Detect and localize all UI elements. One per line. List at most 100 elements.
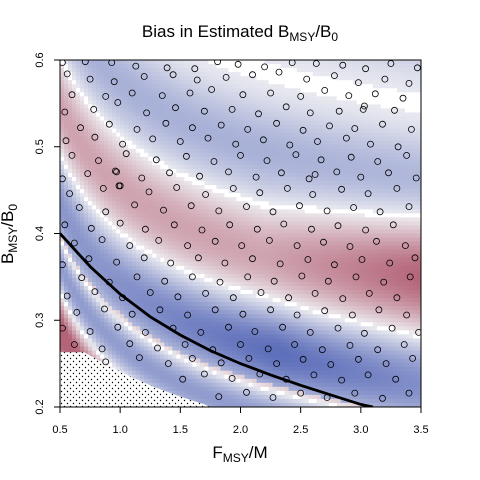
heatmap-cell: [272, 164, 278, 170]
heatmap-cell: [152, 253, 157, 259]
heatmap-cell: [112, 281, 117, 287]
heatmap-cell: [216, 326, 222, 331]
heatmap-cell: [212, 318, 218, 323]
heatmap-cell: [172, 370, 177, 376]
heatmap-cell: [164, 382, 169, 388]
heatmap-cell: [264, 253, 270, 259]
heatmap-cell: [216, 172, 222, 178]
heatmap-cell: [228, 241, 234, 247]
heatmap-cell: [108, 273, 113, 279]
heatmap-cell: [100, 358, 105, 364]
heatmap-cell: [140, 76, 145, 81]
heatmap-cell: [288, 398, 294, 404]
heatmap-cell: [76, 144, 81, 150]
heatmap-cell: [168, 382, 173, 388]
heatmap-cell: [284, 213, 290, 218]
heatmap-cell: [172, 285, 177, 291]
heatmap-cell: [124, 253, 129, 259]
heatmap-cell: [192, 273, 197, 279]
heatmap-cell: [172, 96, 177, 101]
heatmap-cell: [156, 382, 161, 388]
heatmap-cell: [260, 273, 266, 279]
heatmap-cell: [200, 253, 205, 259]
heatmap-cell: [184, 201, 189, 206]
heatmap-cell: [72, 100, 77, 105]
heatmap-cell: [132, 318, 137, 323]
heatmap-cell: [228, 217, 234, 222]
heatmap-cell: [216, 298, 222, 303]
heatmap-cell: [104, 233, 109, 239]
heatmap-cell: [72, 213, 77, 218]
heatmap-cell: [244, 172, 250, 178]
heatmap-cell: [120, 120, 125, 126]
heatmap-cell: [96, 72, 101, 77]
heatmap-cell: [180, 116, 185, 122]
heatmap-cell: [132, 346, 137, 352]
heatmap-cell: [140, 265, 145, 271]
heatmap-cell: [108, 298, 113, 303]
heatmap-cell: [156, 298, 161, 303]
heatmap-cell: [280, 358, 286, 364]
heatmap-cell: [212, 217, 218, 222]
heatmap-cell: [64, 60, 69, 65]
heatmap-cell: [272, 112, 278, 118]
heatmap-cell: [140, 245, 145, 251]
heatmap-cell: [124, 168, 129, 174]
heatmap-cell: [268, 80, 274, 85]
heatmap-cell: [272, 382, 278, 388]
heatmap-cell: [112, 136, 117, 142]
heatmap-cell: [120, 177, 125, 182]
heatmap-cell: [132, 358, 137, 364]
heatmap-cell: [272, 172, 278, 178]
heatmap-cell: [256, 277, 262, 283]
heatmap-cell: [280, 233, 286, 239]
heatmap-cell: [188, 160, 193, 166]
heatmap-cell: [124, 205, 129, 210]
heatmap-cell: [180, 269, 185, 275]
heatmap-cell: [264, 160, 270, 166]
heatmap-cell: [276, 346, 282, 352]
heatmap-cell: [208, 326, 214, 331]
heatmap-cell: [280, 273, 286, 279]
heatmap-cell: [216, 221, 222, 227]
heatmap-cell: [200, 108, 205, 114]
heatmap-cell: [276, 193, 282, 198]
heatmap-cell: [88, 96, 93, 101]
heatmap-cell: [120, 108, 125, 114]
heatmap-cell: [136, 213, 141, 218]
heatmap-cell: [84, 140, 89, 146]
heatmap-cell: [248, 213, 254, 218]
heatmap-cell: [208, 132, 214, 138]
heatmap-cell: [184, 92, 189, 97]
heatmap-cell: [204, 100, 210, 105]
heatmap-cell: [268, 185, 274, 190]
heatmap-cell: [148, 108, 153, 114]
heatmap-cell: [168, 132, 173, 138]
heatmap-cell: [84, 294, 89, 299]
heatmap-cell: [92, 326, 97, 331]
heatmap-cell: [108, 120, 113, 126]
heatmap-cell: [228, 394, 234, 400]
heatmap-cell: [144, 148, 149, 154]
heatmap-cell: [216, 269, 222, 275]
heatmap-cell: [244, 88, 250, 93]
heatmap-cell: [104, 160, 109, 166]
heatmap-cell: [104, 72, 109, 77]
heatmap-cell: [220, 92, 226, 97]
heatmap-cell: [220, 132, 226, 138]
heatmap-cell: [152, 338, 157, 344]
heatmap-cell: [228, 338, 234, 344]
heatmap-cell: [212, 201, 218, 206]
heatmap-cell: [104, 358, 109, 364]
heatmap-cell: [128, 128, 133, 134]
heatmap-cell: [136, 116, 141, 122]
heatmap-cell: [128, 277, 133, 283]
heatmap-cell: [128, 80, 133, 85]
heatmap-cell: [132, 68, 137, 73]
heatmap-cell: [80, 124, 85, 130]
heatmap-cell: [124, 88, 129, 93]
heatmap-cell: [168, 277, 173, 283]
heatmap-cell: [84, 269, 89, 275]
heatmap-cell: [100, 181, 105, 186]
heatmap-cell: [192, 120, 197, 126]
